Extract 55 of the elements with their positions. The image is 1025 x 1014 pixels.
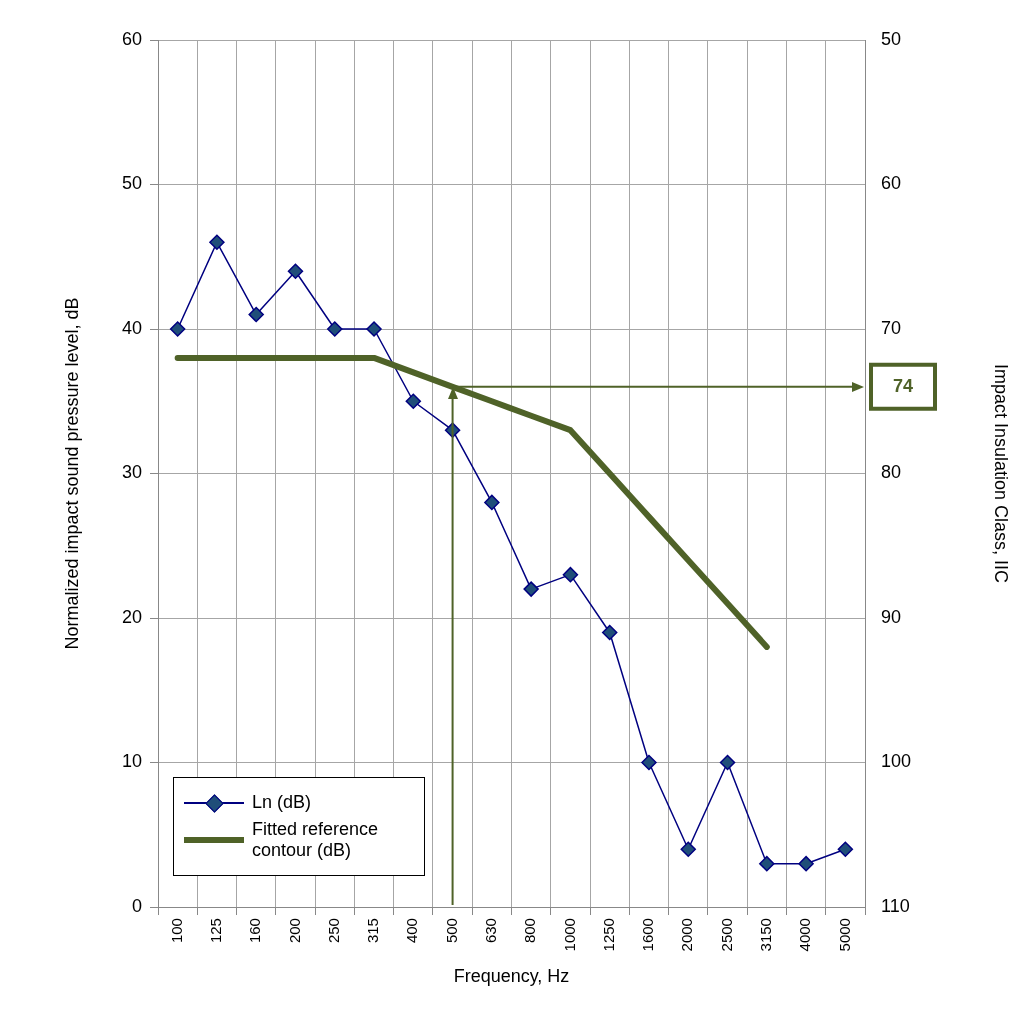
y2-tick-label: 110 xyxy=(881,896,910,916)
x-tick-label: 100 xyxy=(167,918,185,944)
ref-line-label: 74 xyxy=(892,375,914,396)
point xyxy=(562,566,579,583)
point xyxy=(719,754,736,771)
y-tick-label: 30 xyxy=(121,462,142,483)
point xyxy=(641,754,657,771)
point xyxy=(837,841,854,857)
y2-tick-label: 80 xyxy=(881,462,902,483)
point xyxy=(366,321,382,337)
x-axis-title: Frequency, Hz xyxy=(453,966,570,987)
x-tick-label: 4000 xyxy=(796,918,814,952)
x-tick-label: 630 xyxy=(482,918,499,944)
point xyxy=(248,306,264,323)
x-tick-label: 800 xyxy=(521,918,539,944)
x-tick-label: 400 xyxy=(403,918,421,944)
y2-tick-label: 50 xyxy=(881,28,902,49)
x-tick-label: 160 xyxy=(246,918,264,944)
y2-tick-label: 100 xyxy=(881,751,912,772)
x-tick-label: 250 xyxy=(324,918,342,944)
y2-tick-label: 70 xyxy=(881,317,902,338)
point xyxy=(209,234,225,251)
point xyxy=(405,393,422,410)
x-tick-label: 2500 xyxy=(717,918,735,952)
x-tick-label: 5000 xyxy=(835,918,853,952)
y-tick-label: 10 xyxy=(121,751,142,772)
point xyxy=(601,624,618,641)
legend-label: Ln (dB) xyxy=(252,792,312,814)
x-tick-label: 2000 xyxy=(678,918,696,952)
point xyxy=(798,855,814,872)
point xyxy=(523,581,539,597)
y-axis-title: Normalized impact sound pressure level, dB xyxy=(61,297,82,650)
y-tick-label: 60 xyxy=(121,28,142,49)
point xyxy=(169,321,186,337)
point xyxy=(759,855,775,872)
x-tick-label: 125 xyxy=(207,918,225,944)
x-tick-label: 1000 xyxy=(560,918,578,952)
y2-tick-label: 60 xyxy=(881,173,902,194)
x-tick-label: 3150 xyxy=(756,918,774,952)
x-tick-label: 1250 xyxy=(599,918,617,952)
x-tick-label: 315 xyxy=(364,918,382,944)
y-tick-label: 0 xyxy=(131,896,142,916)
y-tick-label: 40 xyxy=(121,317,142,338)
point xyxy=(287,263,304,279)
x-tick-label: 1600 xyxy=(639,918,657,952)
x-tick-label: 500 xyxy=(442,918,460,944)
point xyxy=(327,321,343,337)
point xyxy=(484,494,500,511)
y2-axis-title: Impact Insulation Class, IIC xyxy=(991,363,1012,584)
legend-label: Fitted reference contour (dB) xyxy=(252,819,380,862)
y2-tick-label: 90 xyxy=(881,606,902,627)
x-tick-label: 200 xyxy=(285,918,303,944)
point xyxy=(680,841,696,857)
y-tick-label: 50 xyxy=(121,173,142,194)
y-tick-label: 20 xyxy=(121,606,142,627)
